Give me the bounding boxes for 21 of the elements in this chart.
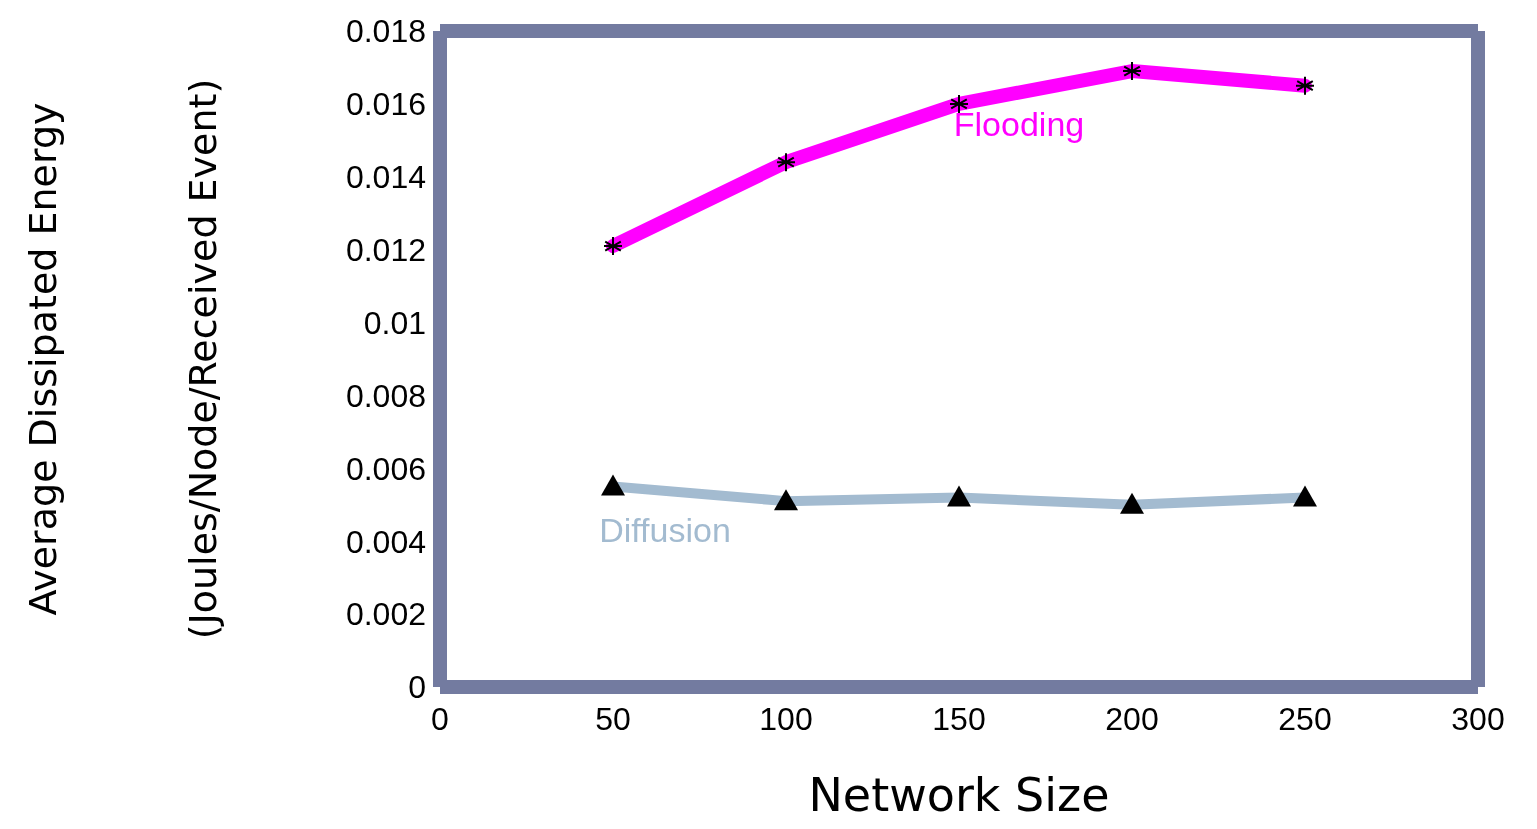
x-tick-label: 150 (932, 700, 986, 737)
y-tick-label: 0.002 (345, 596, 426, 633)
y-tick-label: 0.012 (345, 232, 426, 269)
y-tick-label: 0 (408, 669, 426, 706)
x-tick-label: 50 (595, 700, 631, 737)
y-tick-label: 0.014 (345, 159, 426, 196)
y-tick-label: 0.016 (345, 86, 426, 123)
y-tick-label: 0.008 (345, 377, 426, 414)
x-tick-label: 200 (1105, 700, 1159, 737)
x-tick-label: 300 (1451, 700, 1505, 737)
series-label: Flooding (953, 104, 1085, 143)
y-tick-label: 0.006 (345, 450, 426, 487)
y-tick-label: 0.01 (363, 304, 426, 341)
x-axis-title: Network Size (808, 768, 1110, 822)
text: Average Dissipated Energy (Joules/Node/Received Event) (21, 78, 225, 640)
y-tick-label: 0.004 (345, 523, 426, 560)
series-label: Diffusion (599, 510, 731, 549)
x-tick-label: 100 (759, 700, 813, 737)
x-tick-label: 0 (431, 700, 449, 737)
y-tick-label: 0.018 (345, 13, 426, 50)
x-tick-label: 250 (1278, 700, 1332, 737)
